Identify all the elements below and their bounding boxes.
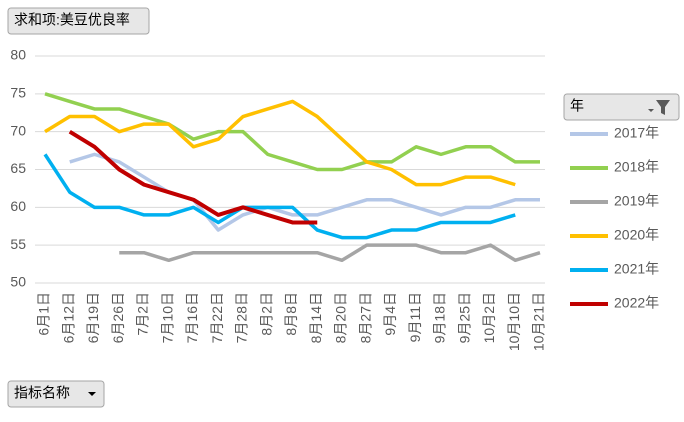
legend-label: 2019年 [614,193,659,209]
x-tick-label: 10月10日 [506,292,522,351]
x-tick-label: 8月2日 [258,292,274,336]
y-tick-label: 60 [10,198,26,214]
legend-label: 2017年 [614,125,659,141]
chart-title: 求和项:美豆优良率 [14,12,130,28]
x-tick-label: 7月22日 [209,292,225,343]
x-tick-label: 8月20日 [333,292,349,343]
x-tick-label: 7月28日 [234,292,250,343]
axis-field-label: 指标名称 [14,385,70,401]
x-tick-label: 10月2日 [481,292,497,343]
x-tick-label: 8月14日 [308,292,324,343]
filter-icon [648,100,670,115]
legend-label: 2022年 [614,295,659,311]
x-tick-label: 8月8日 [283,292,299,336]
series-line [119,243,541,263]
series-line [44,99,516,187]
y-tick-label: 65 [10,160,26,176]
x-tick-label: 9月18日 [432,292,448,343]
legend-label: 2021年 [614,261,659,277]
x-tick-label: 10月21日 [531,292,547,351]
x-tick-label: 7月16日 [184,292,200,343]
x-tick-label: 9月11日 [407,292,423,342]
legend-field-button[interactable] [563,93,680,121]
y-tick-label: 50 [10,274,26,290]
x-tick-label: 8月27日 [357,292,373,343]
x-tick-label: 6月19日 [85,292,101,343]
y-tick-label: 55 [10,236,26,252]
series-line [44,92,540,172]
x-tick-label: 7月10日 [159,292,175,343]
y-tick-label: 75 [10,85,26,101]
y-tick-label: 80 [10,47,26,63]
dropdown-icon [88,392,96,396]
x-tick-label: 9月4日 [382,292,398,336]
axis-field-button[interactable] [7,380,105,408]
value-field-button[interactable] [7,7,150,35]
x-tick-label: 6月1日 [36,292,52,336]
x-tick-label: 9月25日 [456,292,472,343]
legend-label: 2018年 [614,159,659,175]
series-line [43,153,516,240]
x-tick-label: 7月2日 [135,292,151,336]
y-tick-label: 70 [10,122,26,138]
x-tick-label: 6月12日 [60,292,76,343]
series-line [68,129,318,225]
legend-label: 2020年 [614,227,659,243]
series-line [69,152,540,232]
x-tick-label: 6月26日 [110,292,126,343]
legend-title: 年 [570,98,584,114]
